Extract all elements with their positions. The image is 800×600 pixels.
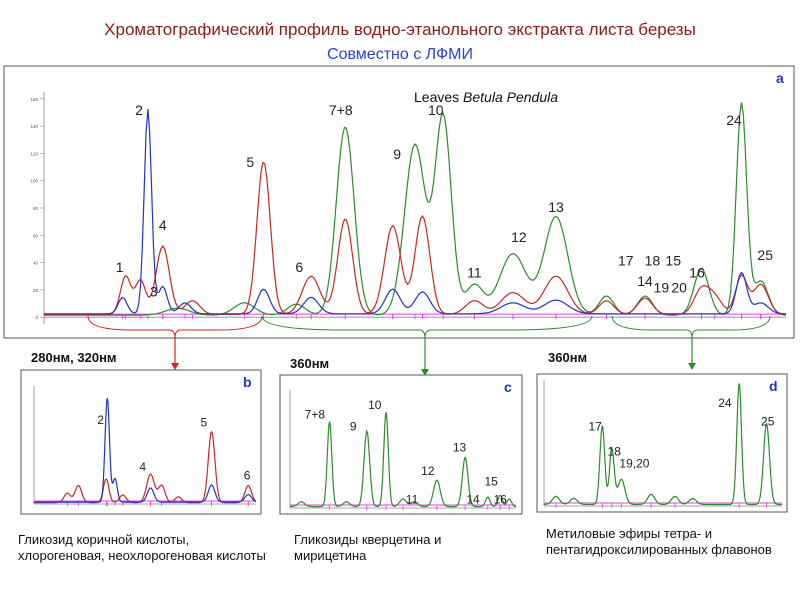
arrow-head <box>688 363 696 370</box>
bracket-d <box>611 315 771 370</box>
peak-label: 25 <box>761 414 775 428</box>
panel-frame-c <box>279 374 523 515</box>
panel-frame-a <box>3 65 795 339</box>
peak-label: 5 <box>246 154 254 170</box>
peak-label: 3 <box>150 284 158 300</box>
panel-letter-b: b <box>243 374 252 390</box>
peak-label: 13 <box>548 199 564 215</box>
bracket-b <box>87 315 263 370</box>
peak-label: 18 <box>645 252 661 268</box>
peak-label: 15 <box>665 252 681 268</box>
y-tick-label: 60 <box>33 233 39 238</box>
series-line-green <box>290 412 517 508</box>
arrow-head <box>171 363 179 370</box>
peak-label: 5 <box>200 416 207 430</box>
peak-label: 2 <box>135 102 143 118</box>
series-line-green <box>543 383 782 506</box>
peak-label: 19,20 <box>619 457 649 471</box>
peak-label: 14 <box>466 492 480 506</box>
y-tick-label: 80 <box>33 206 39 211</box>
arrow-head <box>421 369 429 376</box>
peak-label: 6 <box>244 468 251 482</box>
panel-letter-a: a <box>776 70 784 86</box>
chart-panel-a: 0204060801001201401601234567+89101112131… <box>30 70 787 324</box>
caption-c: Гликозиды кверцетина и мирицетина <box>294 532 442 563</box>
caption-d: Метиловые эфиры тетра- и пентагидроксили… <box>546 526 772 557</box>
panel-frame-b <box>20 369 262 515</box>
caption-b: Гликозид коричной кислоты, хлорогеновая,… <box>18 532 266 563</box>
panel-letter-c: c <box>504 379 512 395</box>
peak-label: 17 <box>618 252 634 268</box>
peak-label: 10 <box>428 102 444 118</box>
peak-label: 7+8 <box>305 407 326 421</box>
series-line-blue <box>34 398 257 503</box>
wavelength-label-b: 280нм, 320нм <box>31 350 117 365</box>
peak-label: 11 <box>467 265 482 281</box>
page-title: Хроматографический профиль водно-этаноль… <box>104 20 696 39</box>
peak-label: 13 <box>453 440 467 454</box>
panel-a-heading-species: Betula Pendula <box>463 89 558 105</box>
wavelength-label-d: 360нм <box>548 350 588 365</box>
chart-panel-b: 2 4 5 6 b <box>33 374 257 506</box>
peak-label: 12 <box>511 229 527 245</box>
peak-label: 16 <box>689 265 705 281</box>
peak-label: 15 <box>484 474 498 488</box>
y-tick-label: 120 <box>30 151 38 156</box>
peak-label: 7+8 <box>329 102 353 118</box>
peak-label: 6 <box>295 259 303 275</box>
peak-label: 24 <box>718 396 732 410</box>
peak-label: 10 <box>368 398 382 412</box>
peak-label: 1 <box>116 259 124 275</box>
y-tick-label: 160 <box>30 97 38 102</box>
y-tick-label: 0 <box>35 315 38 320</box>
series-line-blue <box>44 108 786 315</box>
series-line-red <box>34 430 257 504</box>
panel-a-heading-prefix: Leaves <box>414 89 463 105</box>
bracket-c <box>261 315 593 376</box>
peak-label: 11 <box>406 492 419 506</box>
y-tick-label: 140 <box>30 124 38 129</box>
peak-label: 14 <box>637 273 653 289</box>
peak-label: 2 <box>97 413 104 427</box>
peak-label: 12 <box>421 464 435 478</box>
peak-label: 19 <box>654 280 670 296</box>
peak-label: 25 <box>757 247 773 263</box>
y-tick-label: 20 <box>33 288 39 293</box>
panel-frame-d <box>536 373 788 513</box>
peak-label: 9 <box>393 146 401 162</box>
peak-label: 16 <box>494 492 508 506</box>
peak-label: 9 <box>350 420 357 434</box>
panel-a-heading: Leaves Betula Pendula <box>414 89 558 105</box>
peak-label: 17 <box>588 419 602 433</box>
peak-label: 20 <box>671 280 687 296</box>
peak-label: 4 <box>159 217 167 233</box>
peak-label: 4 <box>139 460 146 474</box>
peak-label: 18 <box>608 445 622 459</box>
y-tick-label: 40 <box>33 261 39 266</box>
peak-label: 24 <box>726 112 742 128</box>
panel-letter-d: d <box>769 378 778 394</box>
page-subtitle: Совместно с ЛФМИ <box>327 46 473 63</box>
y-tick-label: 100 <box>30 179 38 184</box>
wavelength-label-c: 360нм <box>290 356 330 371</box>
